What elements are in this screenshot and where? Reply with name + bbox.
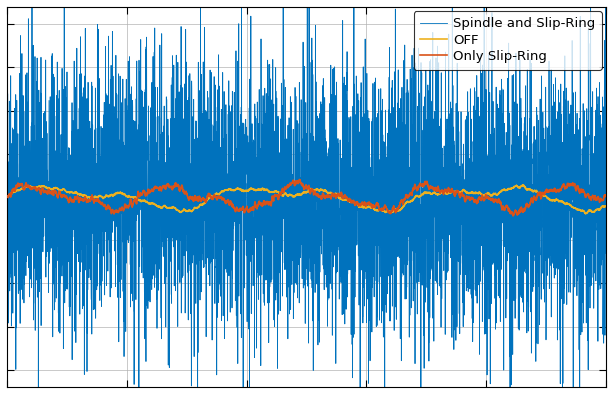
Spindle and Slip-Ring bbox=[393, 126, 400, 130]
Line: Spindle and Slip-Ring: Spindle and Slip-Ring bbox=[7, 0, 606, 394]
OFF bbox=[362, 205, 370, 210]
Only Slip-Ring bbox=[509, 214, 517, 218]
Spindle and Slip-Ring bbox=[363, 320, 370, 325]
Spindle and Slip-Ring bbox=[451, 327, 458, 332]
Only Slip-Ring bbox=[112, 208, 120, 213]
Only Slip-Ring bbox=[496, 200, 503, 205]
OFF bbox=[603, 204, 610, 208]
Only Slip-Ring bbox=[603, 193, 610, 198]
Only Slip-Ring bbox=[393, 209, 400, 214]
Spindle and Slip-Ring bbox=[112, 53, 120, 58]
OFF bbox=[519, 183, 527, 188]
Spindle and Slip-Ring bbox=[232, 48, 240, 53]
Legend: Spindle and Slip-Ring, OFF, Only Slip-Ring: Spindle and Slip-Ring, OFF, Only Slip-Ri… bbox=[414, 11, 602, 70]
Only Slip-Ring bbox=[232, 208, 240, 213]
OFF bbox=[3, 194, 10, 199]
Spindle and Slip-Ring bbox=[603, 251, 610, 255]
Only Slip-Ring bbox=[296, 177, 303, 182]
Only Slip-Ring bbox=[451, 191, 458, 195]
Spindle and Slip-Ring bbox=[496, 93, 503, 97]
Line: Only Slip-Ring: Only Slip-Ring bbox=[7, 179, 606, 216]
Only Slip-Ring bbox=[363, 202, 370, 207]
OFF bbox=[451, 189, 458, 194]
Spindle and Slip-Ring bbox=[3, 162, 10, 167]
Line: OFF: OFF bbox=[7, 185, 606, 214]
OFF bbox=[232, 187, 240, 192]
OFF bbox=[582, 211, 590, 216]
OFF bbox=[496, 190, 503, 195]
Only Slip-Ring bbox=[3, 194, 10, 199]
OFF bbox=[393, 208, 400, 213]
OFF bbox=[112, 191, 120, 195]
